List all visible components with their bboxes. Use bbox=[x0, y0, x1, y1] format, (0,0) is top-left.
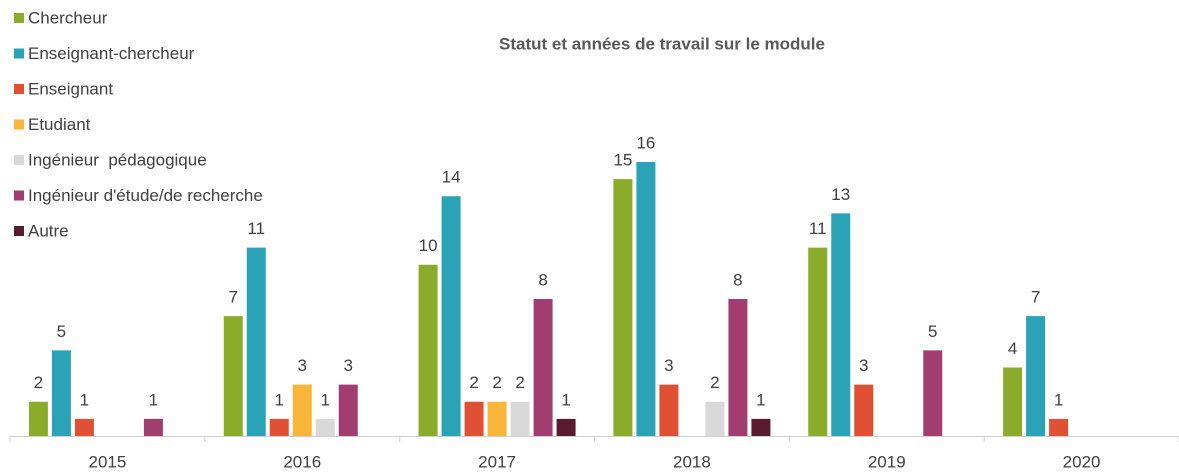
bar bbox=[464, 401, 484, 436]
legend-swatch bbox=[14, 84, 24, 94]
data-label: 1 bbox=[561, 390, 570, 409]
data-label: 1 bbox=[80, 390, 89, 409]
bar bbox=[636, 162, 656, 436]
data-label: 14 bbox=[442, 168, 461, 187]
bar bbox=[441, 196, 461, 436]
legend-label: Chercheur bbox=[28, 8, 108, 27]
data-label: 4 bbox=[1008, 339, 1017, 358]
bar bbox=[923, 350, 943, 436]
data-label: 1 bbox=[275, 390, 284, 409]
bar bbox=[533, 299, 553, 436]
x-tick-label: 2019 bbox=[868, 452, 906, 471]
x-tick-label: 2020 bbox=[1063, 452, 1101, 471]
bar bbox=[705, 401, 725, 436]
x-tick-label: 2017 bbox=[478, 452, 516, 471]
data-label: 2 bbox=[492, 373, 501, 392]
bar bbox=[808, 247, 828, 436]
x-tick-label: 2015 bbox=[89, 452, 127, 471]
bar bbox=[246, 247, 266, 436]
data-label: 3 bbox=[344, 356, 353, 375]
data-label: 2 bbox=[469, 373, 478, 392]
legend-swatch bbox=[14, 119, 24, 130]
bar bbox=[1026, 316, 1046, 436]
chart-title: Statut et années de travail sur le modul… bbox=[499, 34, 825, 53]
x-tick-label: 2018 bbox=[673, 452, 711, 471]
bar bbox=[28, 401, 48, 436]
legend-label: Autre bbox=[28, 221, 69, 240]
bar bbox=[1003, 367, 1023, 436]
data-label: 2 bbox=[710, 373, 719, 392]
x-tick-label: 2016 bbox=[283, 452, 321, 471]
data-label: 7 bbox=[1031, 288, 1040, 307]
legend-swatch bbox=[14, 190, 24, 201]
bar bbox=[143, 418, 163, 436]
data-label: 3 bbox=[859, 356, 868, 375]
bar bbox=[556, 418, 576, 436]
data-label: 8 bbox=[538, 270, 547, 289]
legend-swatch bbox=[14, 155, 24, 165]
bar bbox=[223, 316, 243, 436]
bar bbox=[613, 179, 633, 436]
data-label: 5 bbox=[928, 322, 937, 341]
data-label: 1 bbox=[1054, 390, 1063, 409]
legend-swatch bbox=[14, 226, 24, 236]
bar bbox=[418, 264, 438, 436]
bar bbox=[854, 384, 874, 436]
bar bbox=[1049, 418, 1069, 436]
data-label: 13 bbox=[831, 185, 850, 204]
data-label: 5 bbox=[57, 322, 66, 341]
bar bbox=[487, 401, 507, 436]
data-label: 11 bbox=[247, 219, 265, 238]
legend-label: Ingénieur pédagogique bbox=[28, 150, 207, 169]
data-label: 10 bbox=[419, 236, 438, 255]
bar bbox=[51, 350, 71, 436]
bar bbox=[292, 384, 312, 436]
bar bbox=[510, 401, 530, 436]
legend-swatch bbox=[14, 13, 24, 23]
data-label: 3 bbox=[664, 356, 673, 375]
bar bbox=[338, 384, 358, 436]
data-label: 8 bbox=[733, 270, 742, 289]
data-label: 1 bbox=[321, 390, 330, 409]
bar bbox=[659, 384, 679, 436]
legend-label: Enseignant-chercheur bbox=[28, 44, 195, 63]
data-label: 16 bbox=[636, 133, 655, 152]
data-label: 7 bbox=[229, 288, 238, 307]
data-label: 2 bbox=[34, 373, 43, 392]
data-label: 1 bbox=[149, 390, 158, 409]
legend-label: Etudiant bbox=[28, 115, 91, 134]
bar bbox=[831, 213, 851, 436]
legend-label: Ingénieur d'étude/de recherche bbox=[28, 186, 263, 205]
bar bbox=[315, 418, 335, 436]
legend-swatch bbox=[14, 48, 24, 59]
legend-label: Enseignant bbox=[28, 79, 113, 98]
bar bbox=[74, 418, 94, 436]
bar bbox=[728, 299, 748, 436]
data-label: 1 bbox=[756, 390, 765, 409]
bar bbox=[269, 418, 289, 436]
data-label: 2 bbox=[515, 373, 524, 392]
data-label: 3 bbox=[298, 356, 307, 375]
bar bbox=[751, 418, 771, 436]
data-label: 11 bbox=[809, 219, 827, 238]
data-label: 15 bbox=[613, 151, 632, 170]
